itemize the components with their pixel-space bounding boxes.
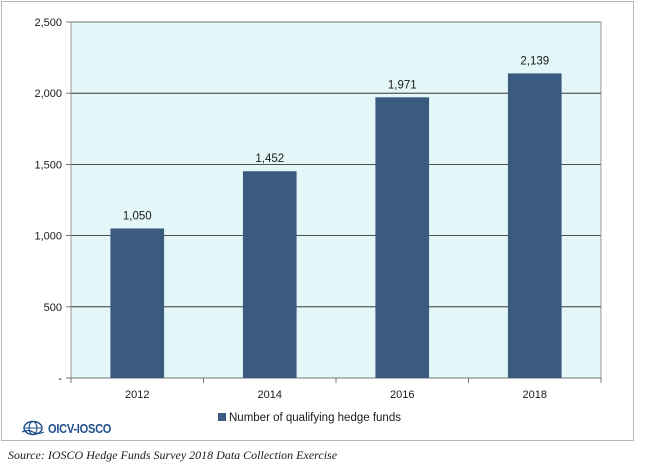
y-tick-label: 500 [44, 302, 62, 314]
y-tick-label: - [58, 373, 62, 385]
x-tick-label: 2018 [523, 389, 547, 401]
data-label: 1,971 [388, 79, 417, 91]
source-note: Source: IOSCO Hedge Funds Survey 2018 Da… [8, 448, 338, 462]
bar [375, 97, 430, 379]
globe-icon [22, 420, 44, 436]
y-tick-label: 2,000 [34, 88, 62, 100]
data-label: 2,139 [520, 55, 549, 67]
bar [110, 228, 165, 378]
oicv-iosco-logo: OICV-IOSCO [22, 420, 122, 436]
bar [242, 171, 297, 378]
x-tick-label: 2012 [125, 389, 149, 401]
legend-label: Number of qualifying hedge funds [229, 412, 401, 424]
y-tick-label: 1,500 [34, 159, 62, 171]
bar [507, 73, 562, 378]
x-tick-label: 2014 [258, 389, 282, 401]
data-label: 1,050 [123, 210, 152, 222]
data-label: 1,452 [255, 153, 284, 165]
logo-text: OICV-IOSCO [48, 420, 112, 436]
x-tick-label: 2016 [390, 389, 414, 401]
legend-swatch [218, 413, 226, 421]
y-tick-label: 1,000 [34, 231, 62, 243]
y-tick-label: 2,500 [34, 17, 62, 29]
